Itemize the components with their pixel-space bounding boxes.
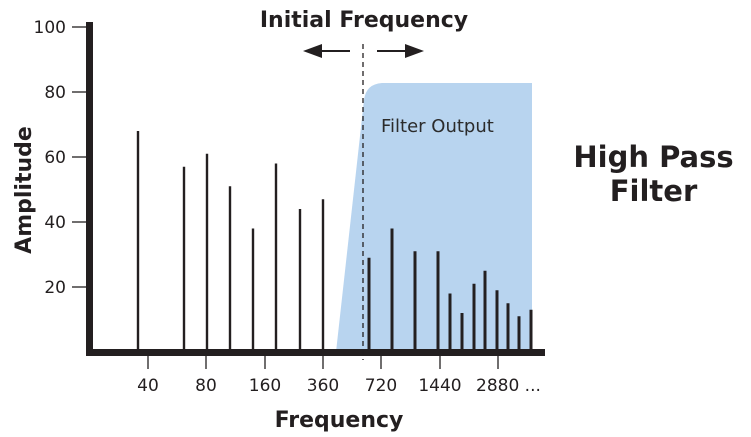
y-tick-label: 20	[44, 278, 66, 298]
filter-output-label: Filter Output	[381, 116, 494, 137]
x-axis-title: Frequency	[275, 408, 404, 433]
diagram-title-line2: Filter	[609, 174, 698, 208]
right-arrow-icon	[377, 44, 424, 58]
diagram-title-line1: High Pass	[573, 140, 734, 174]
harmonic-bar	[136, 131, 140, 352]
harmonic-bar	[472, 283, 476, 352]
harmonic-bar	[251, 228, 255, 352]
y-axis-title: Amplitude	[12, 126, 37, 254]
harmonic-bar	[298, 209, 302, 352]
harmonic-bar	[228, 186, 232, 352]
y-tick-label: 40	[44, 213, 66, 233]
x-tick-label: 160	[249, 376, 281, 396]
harmonic-bar	[321, 199, 325, 352]
initial-frequency-label: Initial Frequency	[260, 8, 468, 33]
left-arrow-icon	[303, 44, 350, 58]
y-tick-label: 80	[44, 83, 66, 103]
harmonic-bar	[506, 303, 510, 352]
x-tick-label: 2880 ...	[476, 376, 541, 396]
harmonic-bar	[448, 293, 452, 352]
harmonic-bars	[136, 131, 533, 352]
harmonic-bar	[483, 270, 487, 352]
harmonic-bar	[517, 316, 521, 352]
x-tick-label: 80	[195, 376, 217, 396]
harmonic-bar	[367, 257, 371, 352]
harmonic-bar	[436, 251, 440, 352]
x-tick-label: 40	[137, 376, 159, 396]
harmonic-bar	[205, 153, 209, 352]
filter-output-region	[336, 83, 532, 352]
harmonic-bar	[529, 309, 533, 352]
y-axis: 20 40 60 80 100	[34, 18, 93, 356]
harmonic-bar	[495, 290, 499, 352]
y-tick-label: 60	[44, 148, 66, 168]
x-tick-label: 720	[365, 376, 397, 396]
harmonic-bar	[413, 251, 417, 352]
harmonic-bar	[390, 228, 394, 352]
harmonic-bar	[182, 166, 186, 352]
x-tick-label: 360	[307, 376, 339, 396]
harmonic-bar	[274, 163, 278, 352]
x-axis: 40 80 160 360 720 1440 2880 ...	[86, 349, 545, 396]
x-tick-label: 1440	[418, 376, 461, 396]
diagram-title: High Pass Filter	[556, 140, 751, 208]
harmonic-bar	[460, 313, 464, 352]
y-tick-label: 100	[34, 18, 66, 38]
